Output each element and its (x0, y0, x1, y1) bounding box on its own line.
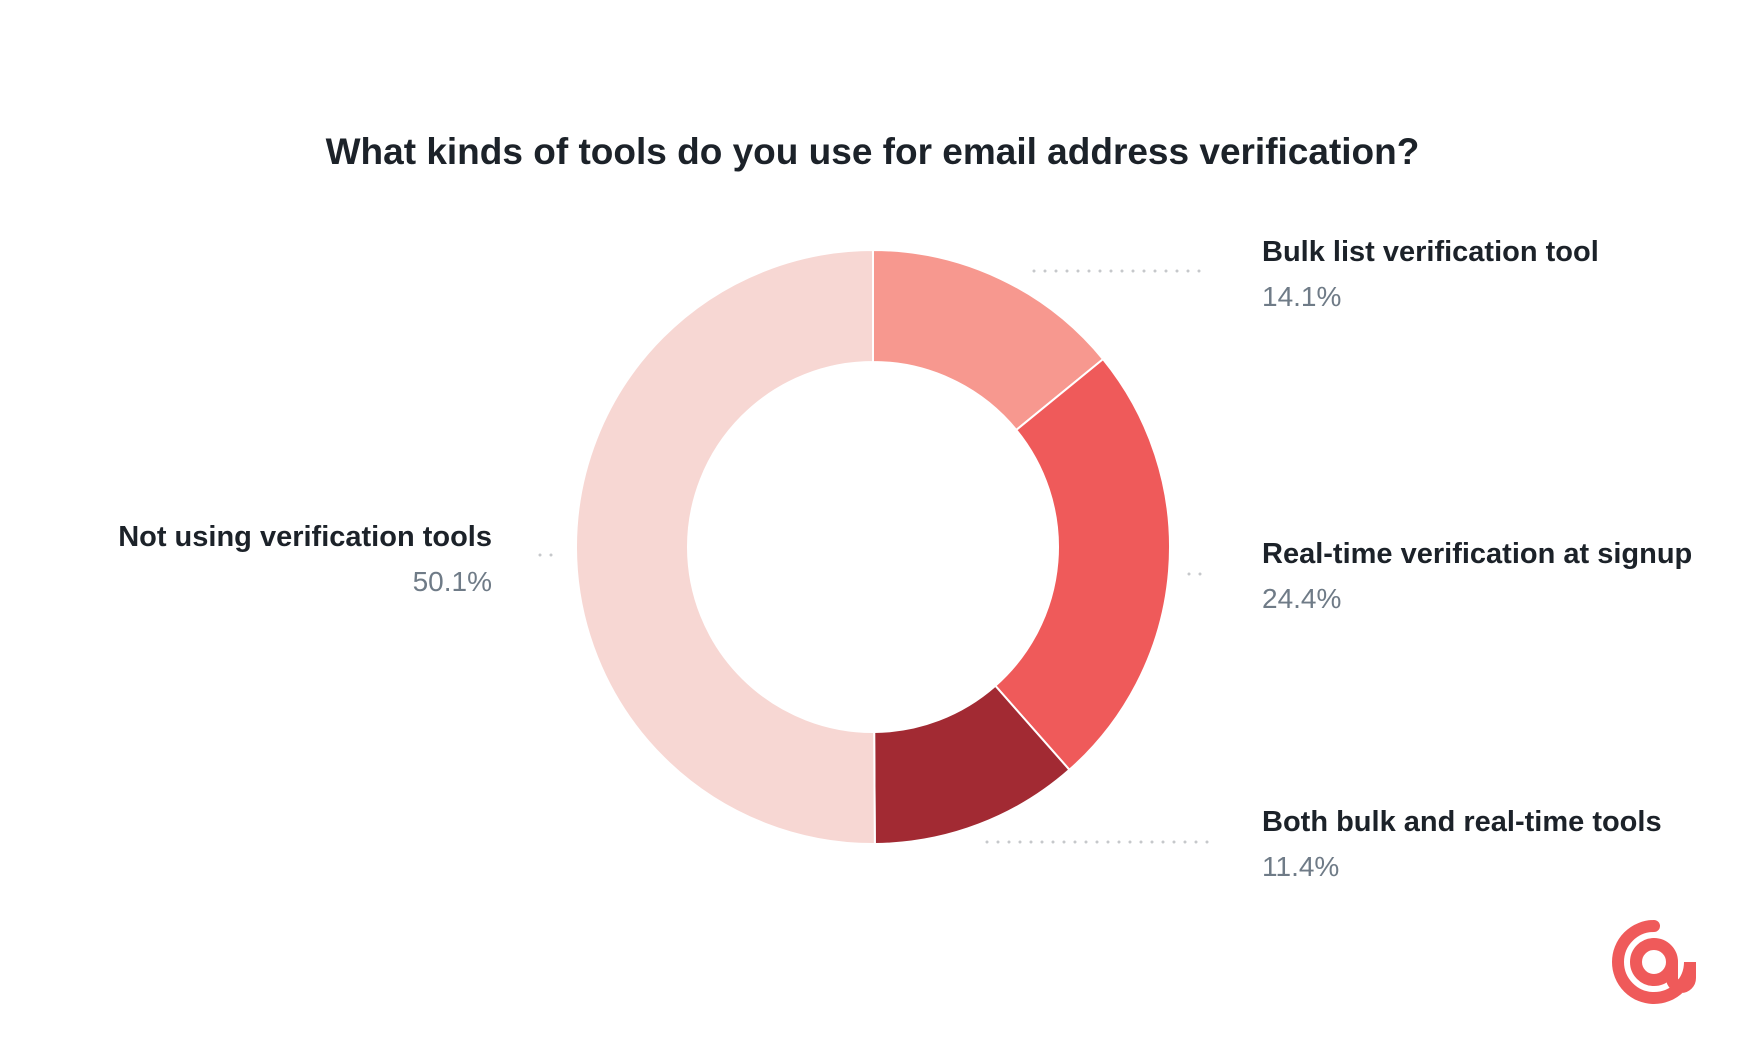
slice-label-name: Not using verification tools (118, 521, 492, 553)
slice-label-bulk-list: Bulk list verification tool 14.1% (1262, 236, 1599, 313)
slice-real-time (993, 357, 1171, 772)
slice-label-value: 50.1% (412, 566, 492, 597)
slice-label-value: 14.1% (1262, 281, 1342, 312)
slice-label-both: Both bulk and real-time tools 11.4% (1262, 806, 1662, 883)
at-sign-icon (1612, 920, 1696, 1004)
slice-label-not-using: Not using verification tools 50.1% (118, 521, 492, 598)
slice-not-using (574, 248, 876, 845)
donut-slices (574, 248, 1171, 846)
slice-label-name: Both bulk and real-time tools (1262, 806, 1662, 838)
slice-label-name: Bulk list verification tool (1262, 236, 1599, 268)
chart-title: What kinds of tools do you use for email… (325, 131, 1420, 172)
slice-label-value: 11.4% (1262, 851, 1340, 882)
leader-lines (538, 269, 1210, 844)
slice-label-real-time: Real-time verification at signup 24.4% (1262, 538, 1692, 615)
slice-label-value: 24.4% (1262, 583, 1342, 614)
slice-label-name: Real-time verification at signup (1262, 538, 1693, 570)
